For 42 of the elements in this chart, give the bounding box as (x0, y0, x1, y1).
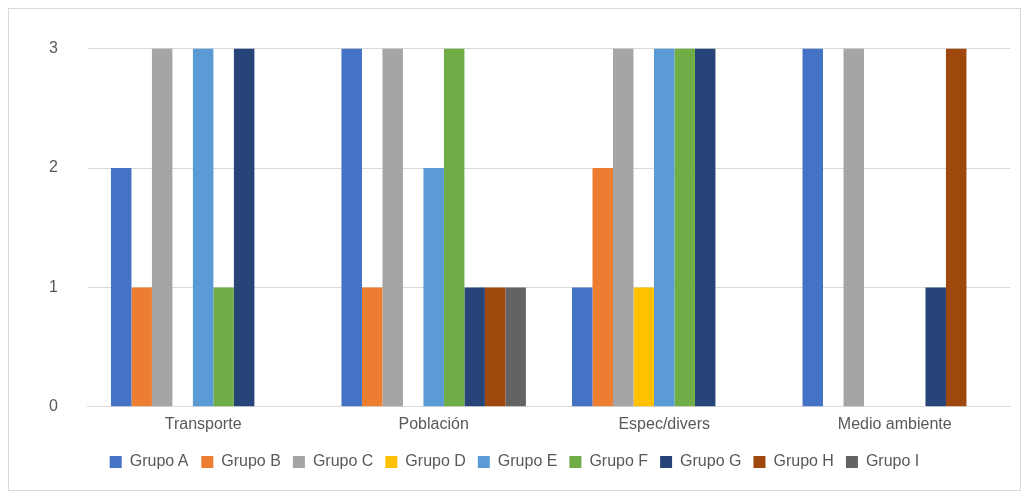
bar (925, 287, 946, 407)
legend-label: Grupo A (129, 452, 189, 470)
bar (612, 48, 634, 407)
legend-label: Grupo G (680, 452, 742, 470)
bar (505, 287, 526, 407)
y-tick-label: 0 (48, 397, 58, 415)
bar (484, 287, 506, 407)
legend-label: Grupo B (221, 452, 281, 470)
legend-label: Grupo I (865, 452, 920, 470)
bar (341, 48, 362, 407)
bar (151, 48, 173, 407)
bar (233, 48, 255, 407)
bar (945, 48, 967, 407)
bar (464, 287, 485, 407)
bar (592, 168, 613, 407)
y-tick-label: 2 (48, 158, 58, 176)
x-tick-label: Población (398, 414, 469, 432)
bar (423, 168, 444, 407)
legend-label: Grupo C (312, 452, 374, 470)
bar (572, 287, 593, 407)
bar (361, 287, 383, 407)
bar (213, 287, 234, 407)
legend-label: Grupo E (497, 452, 558, 470)
bar (192, 48, 214, 407)
bar (674, 48, 695, 407)
bar (633, 287, 654, 407)
bar (653, 48, 675, 407)
y-tick-label: 1 (48, 277, 58, 295)
bar (802, 48, 824, 407)
x-tick-label: Espec/divers (618, 414, 711, 432)
bar (131, 287, 152, 407)
legend-label: Grupo D (405, 452, 466, 470)
y-tick-label: 3 (48, 39, 58, 57)
legend-label: Grupo H (773, 452, 834, 470)
bar (382, 48, 403, 407)
bar (443, 48, 465, 407)
x-tick-label: Medio ambiente (837, 414, 952, 432)
bar (110, 168, 132, 407)
bar (694, 48, 716, 407)
x-tick-label: Transporte (164, 414, 242, 432)
bar (843, 48, 864, 407)
legend-label: Grupo F (589, 452, 649, 470)
